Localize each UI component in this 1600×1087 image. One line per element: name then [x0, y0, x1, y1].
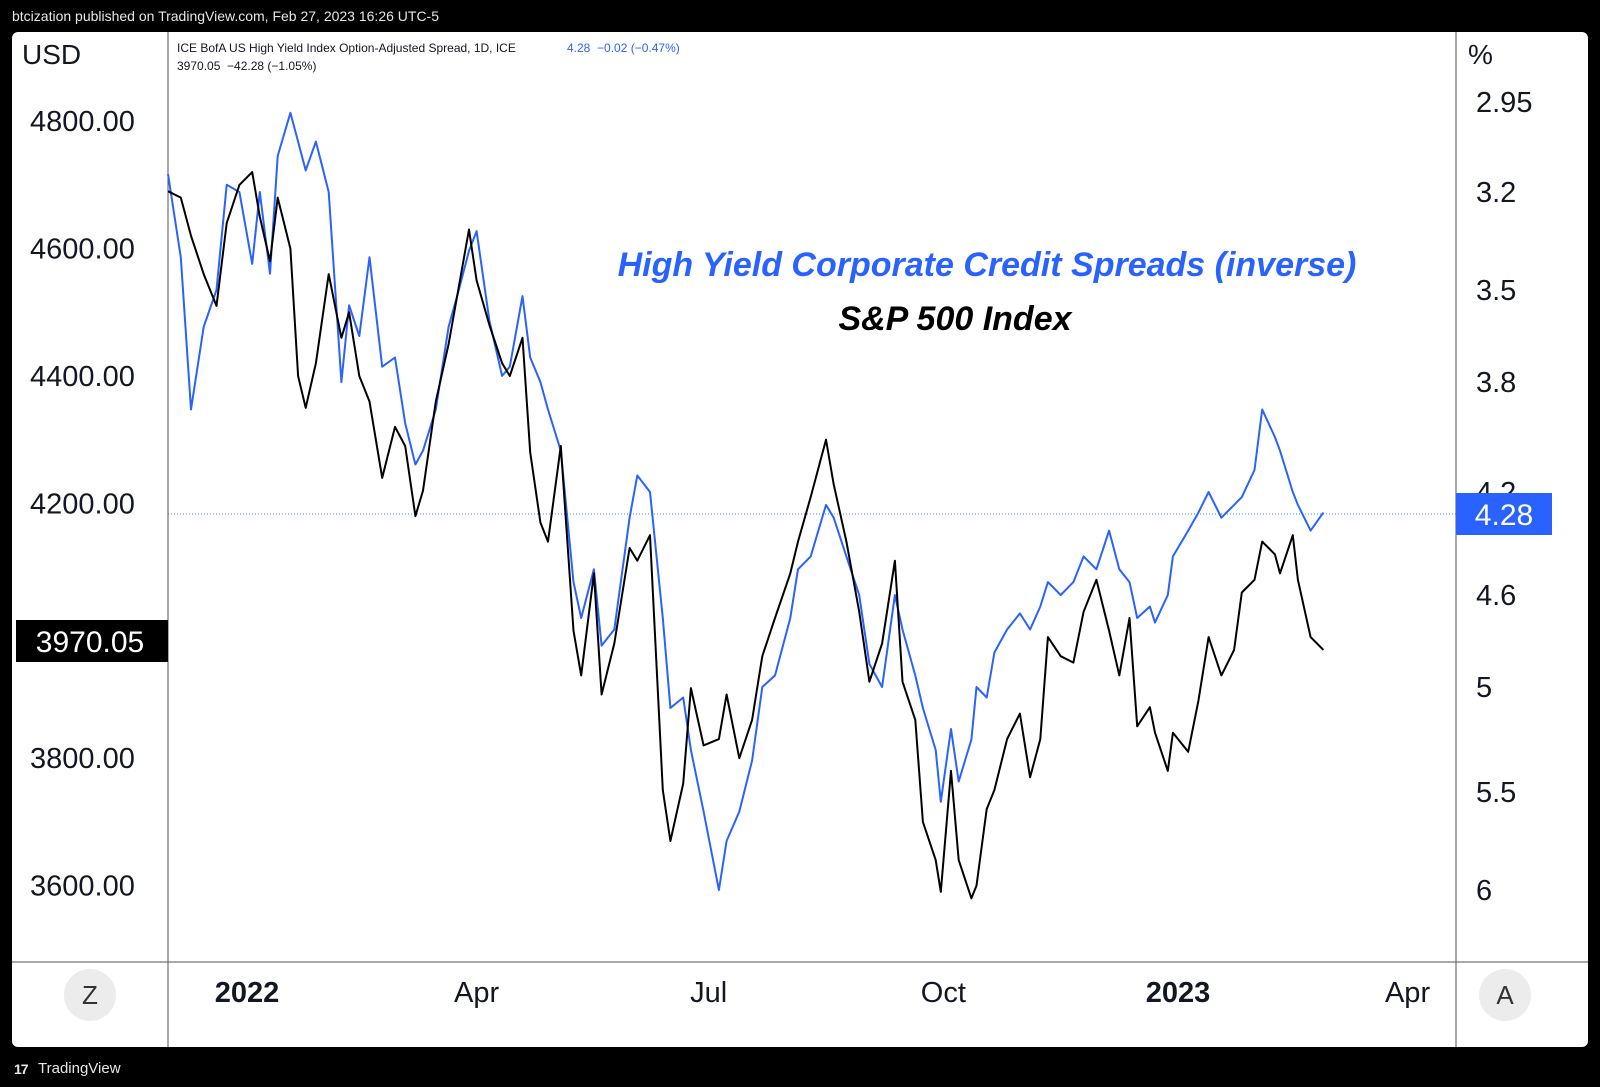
left-tick-label: 4600.00	[30, 234, 135, 266]
time-tick-label: 2022	[215, 977, 280, 1009]
right-tick-label: 3.5	[1476, 275, 1516, 307]
publisher-header: btcization published on TradingView.com,…	[0, 0, 1600, 32]
legend-sp500-values: 3970.05 −42.28 (−1.05%)	[177, 59, 316, 73]
legend-spread-name: ICE BofA US High Yield Index Option-Adju…	[177, 41, 516, 55]
publisher-line: btcization published on TradingView.com,…	[12, 8, 439, 24]
time-tick-label: Oct	[921, 977, 966, 1009]
chart-frame: ICE BofA US High Yield Index Option-Adju…	[12, 32, 1588, 1047]
right-price-badge-bg	[1456, 493, 1552, 535]
time-axis-ticks: 2022 Apr Jul Oct 2023 Apr	[215, 977, 1431, 1009]
left-axis-unit: USD	[22, 39, 81, 70]
right-tick-label: 5	[1476, 672, 1492, 704]
annotation-sp500-title: S&P 500 Index	[838, 300, 1073, 338]
right-tick-label: 3.8	[1476, 367, 1516, 399]
time-tick-label: Apr	[454, 977, 499, 1009]
time-tick-label: 2023	[1146, 977, 1211, 1009]
spread-series-line	[167, 111, 1325, 891]
annotation-spread-title: High Yield Corporate Credit Spreads (inv…	[618, 246, 1357, 284]
left-price-badge-bg	[16, 620, 168, 662]
sp500-series-line	[167, 171, 1325, 900]
time-tick-label: Apr	[1385, 977, 1430, 1009]
right-price-badge: 4.28	[1475, 499, 1533, 532]
right-tick-label: 3.2	[1476, 177, 1516, 209]
left-tick-label: 3800.00	[30, 743, 135, 775]
chart-svg[interactable]: ICE BofA US High Yield Index Option-Adju…	[12, 32, 1588, 1047]
left-tick-label: 3600.00	[30, 871, 135, 903]
right-axis-unit: %	[1468, 39, 1493, 70]
time-tick-label: Jul	[690, 977, 727, 1009]
tradingview-logo-icon[interactable]: 17	[14, 1061, 29, 1077]
legend-spread-values: 4.28 −0.02 (−0.47%)	[567, 41, 680, 55]
left-tick-label: 4800.00	[30, 106, 135, 138]
left-tick-label: 4200.00	[30, 488, 135, 520]
right-tick-label: 4.6	[1476, 580, 1516, 612]
auto-scale-left-button[interactable]: Z	[64, 969, 116, 1021]
right-tick-label: 5.5	[1476, 777, 1516, 809]
left-price-badge: 3970.05	[36, 626, 144, 659]
footer: 17 TradingView	[0, 1052, 1600, 1087]
left-axis-ticks: 4800.004600.004400.004200.004000.003800.…	[30, 106, 135, 902]
left-tick-label: 4400.00	[30, 361, 135, 393]
right-axis-ticks: 2.953.23.53.84.24.655.56	[1476, 87, 1532, 907]
right-tick-label: 2.95	[1476, 87, 1532, 119]
tradingview-brand[interactable]: TradingView	[38, 1060, 121, 1077]
right-tick-label: 6	[1476, 875, 1492, 907]
auto-scale-right-button[interactable]: A	[1479, 969, 1531, 1021]
